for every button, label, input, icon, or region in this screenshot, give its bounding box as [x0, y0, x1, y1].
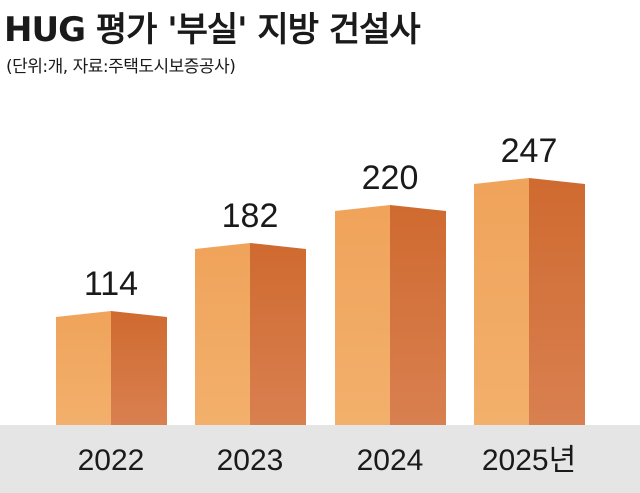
x-tick-label: 2025년 — [482, 444, 576, 477]
x-tick-label: 2024 — [357, 444, 424, 477]
bar-front-face — [335, 205, 390, 425]
chart-title: HUG 평가 '부실' 지방 건설사 — [4, 10, 421, 50]
bar-2022 — [56, 311, 167, 425]
bar-2023 — [195, 243, 306, 425]
data-label: 182 — [222, 197, 279, 235]
baseline-band — [0, 425, 640, 493]
bar-front-face — [195, 243, 250, 425]
data-label: 114 — [84, 265, 138, 303]
data-label: 247 — [501, 132, 558, 170]
bar-2025 — [474, 178, 585, 425]
bar-front-face — [56, 311, 111, 425]
bar-side-face — [250, 243, 306, 425]
x-tick-label: 2022 — [78, 444, 145, 477]
data-label: 220 — [362, 159, 419, 197]
chart-subtitle: (단위:개, 자료:주택도시보증공사) — [6, 57, 236, 77]
bar-side-face — [111, 311, 167, 425]
bar-side-face — [529, 178, 585, 425]
bar-front-face — [474, 178, 529, 425]
bar-2024 — [335, 205, 446, 425]
x-tick-label: 2023 — [217, 444, 284, 477]
bar-side-face — [390, 205, 446, 425]
